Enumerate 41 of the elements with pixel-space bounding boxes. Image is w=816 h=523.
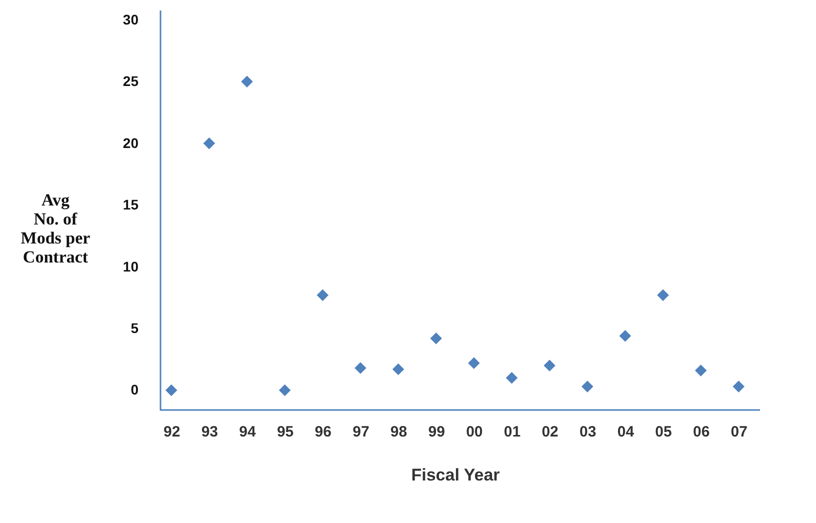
point: [543, 359, 556, 372]
point: [202, 136, 216, 150]
y-tick-label: 0: [130, 382, 139, 398]
point: [468, 356, 480, 370]
x-tick-label: 92: [164, 424, 180, 440]
point: [581, 380, 594, 393]
x-tick-label: 95: [276, 424, 294, 440]
point: [618, 330, 632, 342]
y-tick-label: 30: [122, 11, 139, 28]
point: [316, 288, 329, 302]
x-tick-label: 94: [239, 424, 256, 440]
x-tick-label: 98: [390, 424, 408, 440]
y-tick-label: 5: [130, 320, 139, 336]
x-tick-label: 03: [580, 424, 596, 440]
point: [732, 380, 746, 393]
point: [430, 332, 442, 345]
point: [164, 384, 178, 397]
point: [694, 364, 708, 377]
x-tick-label: 93: [201, 424, 218, 440]
x-tick-label: 97: [352, 424, 370, 440]
x-tick-label: 96: [314, 424, 332, 440]
x-tick-label: 01: [504, 424, 521, 440]
point: [354, 362, 367, 374]
x-tick-label: 02: [542, 424, 558, 440]
y-tick-label: 20: [122, 134, 139, 151]
point: [656, 288, 670, 302]
x-tick-label: 04: [617, 424, 635, 440]
x-tick-label: 00: [466, 424, 483, 440]
x-tick-label: 07: [730, 424, 748, 440]
y-tick-label: 10: [122, 258, 139, 274]
y-tick-label: 15: [122, 196, 139, 213]
point: [392, 362, 405, 376]
x-tick-label: 05: [655, 424, 672, 440]
y-axis-title: Avg No. of Mods per Contract: [20, 190, 91, 266]
point: [278, 384, 292, 397]
x-tick-label: 06: [692, 424, 710, 440]
y-tick-label: 25: [122, 73, 139, 90]
x-axis-title: Fiscal Year: [411, 466, 500, 484]
point: [240, 75, 254, 88]
point: [505, 372, 518, 384]
x-tick-label: 99: [428, 424, 445, 440]
